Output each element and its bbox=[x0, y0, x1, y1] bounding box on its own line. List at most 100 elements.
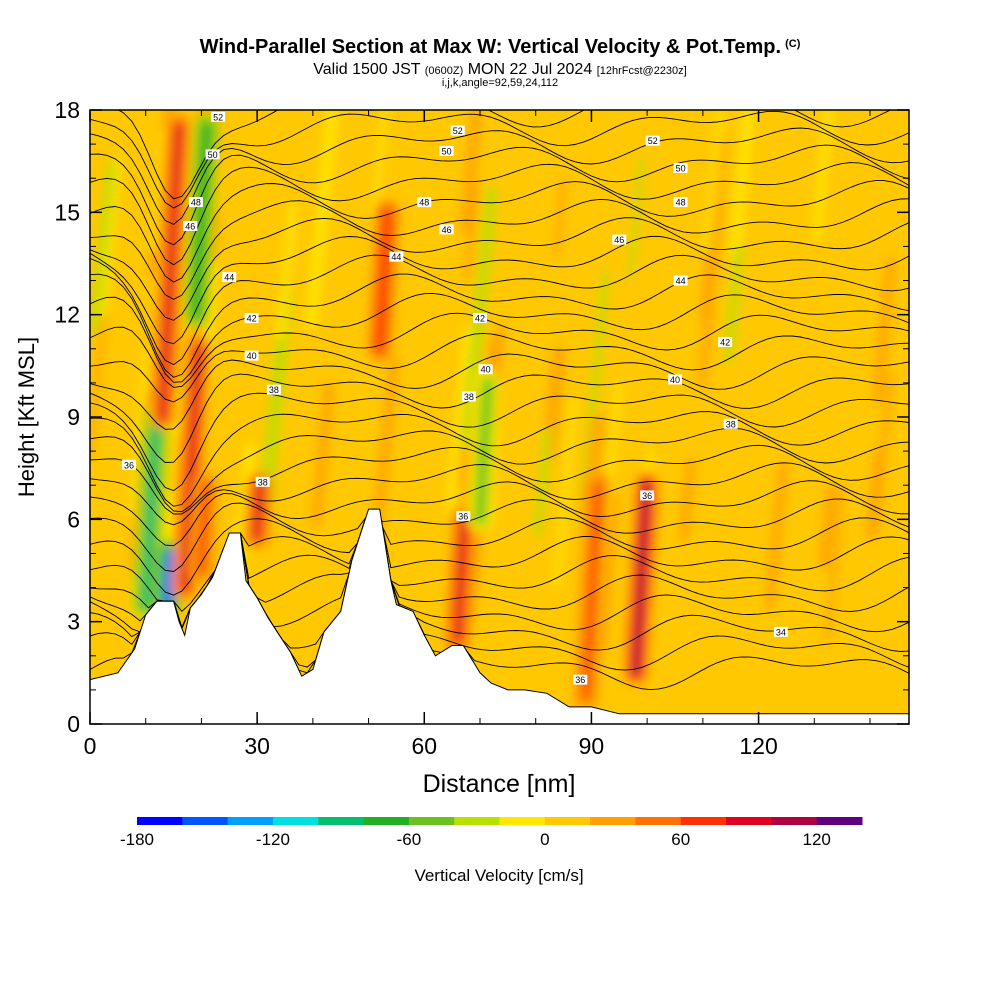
contour-label: 46 bbox=[614, 235, 624, 245]
field-streak bbox=[705, 504, 730, 663]
field-streak bbox=[628, 156, 645, 278]
theta-contour-line bbox=[90, 427, 909, 513]
contour-label-bg bbox=[222, 272, 237, 283]
colorbar-swatch bbox=[137, 817, 183, 825]
x-tick-label: 120 bbox=[739, 733, 777, 759]
field-streak bbox=[812, 110, 833, 242]
field-streak bbox=[866, 370, 894, 541]
theta-contour-line bbox=[117, 110, 892, 200]
field-streak bbox=[371, 110, 388, 226]
colorbar-swatch bbox=[816, 817, 863, 825]
y-tick-label: 12 bbox=[54, 302, 80, 328]
field-streak bbox=[644, 277, 659, 356]
field-streak bbox=[580, 271, 610, 502]
contour-label: 40 bbox=[247, 351, 257, 361]
theta-contour-line bbox=[90, 508, 909, 596]
field-streak bbox=[445, 326, 472, 514]
contour-label-bg bbox=[723, 418, 738, 429]
contour-label: 38 bbox=[258, 477, 268, 487]
contour-label: 50 bbox=[208, 150, 218, 160]
velocity-core bbox=[632, 481, 651, 677]
colorbar-swatch bbox=[227, 817, 274, 825]
field-streak bbox=[90, 323, 121, 525]
contour-label: 42 bbox=[720, 337, 730, 347]
colorbar: -180 -120 -60 0 60 120 bbox=[120, 817, 863, 849]
colorbar-swatch bbox=[408, 817, 455, 825]
contour-label-bg bbox=[673, 197, 688, 208]
contour-label: 52 bbox=[648, 136, 658, 146]
field-streak bbox=[554, 178, 567, 257]
y-tick-label: 9 bbox=[67, 404, 80, 430]
contour-label: 36 bbox=[458, 511, 468, 521]
colorbar-swatch bbox=[590, 817, 636, 825]
field-streak bbox=[90, 292, 109, 461]
contour-label: 34 bbox=[776, 627, 786, 637]
theta-contour-line bbox=[90, 292, 909, 383]
contour-label-bg bbox=[640, 490, 655, 501]
theta-contour-line bbox=[90, 312, 909, 388]
theta-contour-line bbox=[90, 332, 909, 403]
x-axis-label: Distance [nm] bbox=[423, 770, 576, 798]
contour-label: 48 bbox=[419, 198, 429, 208]
field-streak bbox=[824, 486, 845, 643]
field-streak bbox=[596, 493, 620, 653]
y-tick-label: 3 bbox=[67, 609, 80, 635]
theta-contour-line bbox=[90, 110, 909, 209]
chart-title: Wind-Parallel Section at Max W: Vertical… bbox=[0, 36, 1000, 59]
y-axis-label: Height [Kft MSL] bbox=[14, 337, 39, 497]
valid-utc: (0600Z) bbox=[424, 65, 464, 77]
contour-label-bg bbox=[255, 476, 270, 487]
chart-title-units: (C) bbox=[785, 38, 801, 50]
contour-label: 52 bbox=[213, 112, 223, 122]
contour-label-bg bbox=[183, 220, 198, 231]
colorbar-swatch bbox=[544, 817, 591, 825]
theta-contour-line bbox=[90, 498, 909, 572]
contour-label-bg bbox=[244, 313, 259, 324]
theta-contour-line bbox=[90, 127, 909, 225]
contour-label-bg bbox=[244, 350, 259, 361]
field-streak bbox=[872, 257, 896, 404]
contour-label-bg bbox=[211, 111, 226, 122]
contour-label-bg bbox=[612, 234, 627, 245]
velocity-core bbox=[158, 123, 184, 421]
velocity-core bbox=[476, 378, 492, 524]
contour-label-bg bbox=[673, 275, 688, 286]
theta-contour-line bbox=[90, 373, 909, 463]
field-streak bbox=[678, 458, 696, 542]
contour-label: 46 bbox=[185, 221, 195, 231]
colorbar-swatch bbox=[771, 817, 818, 825]
field-streak bbox=[90, 161, 119, 335]
contour-label-bg bbox=[718, 336, 733, 347]
colorbar-swatch bbox=[726, 817, 772, 825]
contour-label-bg bbox=[439, 224, 454, 235]
valid-prefix: Valid 1500 JST bbox=[313, 61, 421, 78]
contour-label: 38 bbox=[269, 385, 279, 395]
contour-label-bg bbox=[473, 313, 487, 324]
colorbar-swatch bbox=[635, 817, 682, 825]
colorbar-tick-label: -120 bbox=[256, 830, 290, 849]
contour-label: 36 bbox=[575, 675, 585, 685]
contour-label-bg bbox=[188, 197, 203, 208]
contour-label-bg bbox=[450, 125, 465, 136]
field-streak bbox=[534, 428, 552, 537]
terrain bbox=[89, 508, 910, 725]
terrain-mask bbox=[89, 508, 910, 725]
theta-contour-line bbox=[90, 235, 909, 345]
field-streak bbox=[276, 201, 298, 341]
field-streak bbox=[276, 315, 304, 552]
contour-label-bg bbox=[205, 149, 220, 160]
x-tick-label: 0 bbox=[84, 733, 97, 759]
velocity-core bbox=[197, 481, 211, 575]
contour-label-bg bbox=[668, 374, 682, 385]
field-streak bbox=[731, 221, 755, 358]
colorbar-swatch bbox=[363, 817, 410, 825]
theta-contour-line bbox=[90, 273, 909, 378]
colorbar-tick-label: 120 bbox=[803, 830, 831, 849]
contour-label-bg bbox=[417, 197, 432, 208]
chart-subtitle: Valid 1500 JST (0600Z) MON 22 Jul 2024 [… bbox=[0, 61, 1000, 79]
contour-label: 50 bbox=[676, 163, 686, 173]
theta-contour-line bbox=[90, 217, 909, 321]
theta-contour-line bbox=[90, 480, 909, 547]
contour-label: 52 bbox=[453, 126, 463, 136]
